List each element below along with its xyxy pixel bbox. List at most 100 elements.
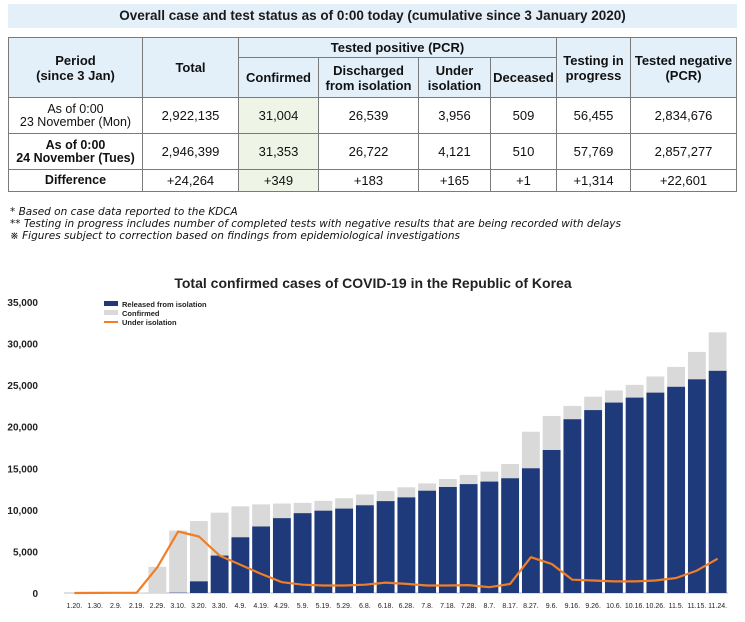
footnotes: * Based on case data reported to the KDC… xyxy=(10,206,621,242)
released-bar xyxy=(563,419,582,593)
released-bar xyxy=(687,379,706,593)
x-tick-label: 9.16. xyxy=(565,603,581,610)
chart-container: Total confirmed cases of COVID-19 in the… xyxy=(0,268,745,622)
confirmed-cell: 31,004 xyxy=(238,97,319,134)
x-tick-label: 8.17. xyxy=(502,603,518,610)
under-isolation-cell: +165 xyxy=(418,169,491,192)
table-row: As of 0:00 24 November (Tues) 2,946,399 3… xyxy=(8,133,737,170)
confirmed-cases-chart: Total confirmed cases of COVID-19 in the… xyxy=(7,275,728,610)
confirmed-cell: +349 xyxy=(238,169,319,192)
period-header: Period (since 3 Jan) xyxy=(8,37,143,98)
released-bar xyxy=(625,397,644,593)
total-cell: 2,946,399 xyxy=(142,133,239,170)
x-tick-label: 8.27. xyxy=(523,603,539,610)
y-tick-label: 15,000 xyxy=(7,464,38,475)
x-tick-label: 1.20. xyxy=(67,603,83,610)
x-tick-label: 2.29. xyxy=(150,603,166,610)
confirmed-bar xyxy=(169,530,188,593)
released-bar xyxy=(438,486,457,593)
released-bar xyxy=(480,481,499,593)
released-bar xyxy=(397,497,416,593)
legend-swatch xyxy=(104,301,118,306)
x-tick-label: 3.20. xyxy=(191,603,207,610)
negative-cell: 2,834,676 xyxy=(630,97,737,134)
under-isolation-cell: 3,956 xyxy=(418,97,491,134)
confirmed-bar xyxy=(148,566,167,593)
x-tick-label: 10.6. xyxy=(606,603,622,610)
x-tick-label: 4.9. xyxy=(235,603,247,610)
tested-negative-header: Tested negative (PCR) xyxy=(630,37,737,98)
released-bar xyxy=(521,468,540,593)
row-label: Difference xyxy=(8,169,143,192)
legend-swatch xyxy=(104,310,118,315)
released-bar xyxy=(293,513,312,593)
total-header: Total xyxy=(142,37,239,98)
released-bar xyxy=(314,510,333,593)
released-bar xyxy=(584,410,603,593)
discharged-cell: 26,722 xyxy=(318,133,419,170)
x-tick-label: 4.29. xyxy=(274,603,290,610)
testing-cell: +1,314 xyxy=(556,169,631,192)
released-bar xyxy=(335,508,354,593)
x-tick-label: 1.30. xyxy=(87,603,103,610)
x-tick-label: 2.9. xyxy=(110,603,122,610)
x-tick-label: 7.18. xyxy=(440,603,456,610)
testing-header: Testing in progress xyxy=(556,37,631,98)
y-tick-label: 30,000 xyxy=(7,340,38,351)
y-tick-label: 0 xyxy=(32,589,38,600)
released-bar xyxy=(667,386,686,593)
y-tick-label: 10,000 xyxy=(7,506,38,517)
released-bar xyxy=(376,501,395,593)
x-tick-label: 11.15. xyxy=(687,603,706,610)
deceased-cell: 509 xyxy=(490,97,557,134)
x-tick-label: 9.26. xyxy=(585,603,601,610)
released-bar xyxy=(604,402,623,593)
testing-cell: 56,455 xyxy=(556,97,631,134)
row-label: As of 0:00 23 November (Mon) xyxy=(8,97,143,134)
y-tick-label: 20,000 xyxy=(7,423,38,434)
row-label: As of 0:00 24 November (Tues) xyxy=(8,133,143,170)
released-bar xyxy=(272,518,291,593)
confirmed-bar xyxy=(189,521,208,593)
released-bar xyxy=(542,449,561,593)
discharged-cell: 26,539 xyxy=(318,97,419,134)
released-bar xyxy=(501,478,520,593)
released-bar xyxy=(252,526,271,593)
deceased-cell: +1 xyxy=(490,169,557,192)
table-title: Overall case and test status as of 0:00 … xyxy=(8,4,737,28)
released-bar xyxy=(418,490,437,593)
y-tick-label: 5,000 xyxy=(13,547,38,558)
under-isolation-header: Under isolation xyxy=(418,57,491,98)
y-tick-label: 25,000 xyxy=(7,381,38,392)
negative-cell: +22,601 xyxy=(630,169,737,192)
y-tick-label: 35,000 xyxy=(7,298,38,309)
x-tick-label: 6.18. xyxy=(378,603,394,610)
x-tick-label: 11.24. xyxy=(708,603,727,610)
x-tick-label: 5.19. xyxy=(316,603,332,610)
testing-cell: 57,769 xyxy=(556,133,631,170)
x-tick-label: 7.8. xyxy=(421,603,433,610)
x-tick-label: 5.29. xyxy=(336,603,352,610)
x-tick-label: 2.19. xyxy=(129,603,145,610)
x-tick-label: 6.28. xyxy=(399,603,415,610)
under-isolation-line xyxy=(74,530,719,595)
total-cell: 2,922,135 xyxy=(142,97,239,134)
total-cell: +24,264 xyxy=(142,169,239,192)
chart-title: Total confirmed cases of COVID-19 in the… xyxy=(174,275,571,291)
discharged-header: Discharged from isolation xyxy=(318,57,419,98)
footnote: ** Testing in progress includes number o… xyxy=(10,218,621,230)
deceased-header: Deceased xyxy=(490,57,557,98)
legend-label: Released from isolation xyxy=(122,300,207,309)
under-isolation-cell: 4,121 xyxy=(418,133,491,170)
released-bar xyxy=(646,392,665,593)
x-tick-label: 7.28. xyxy=(461,603,477,610)
released-bar xyxy=(708,370,727,593)
released-bar xyxy=(355,505,374,593)
x-tick-label: 10.16. xyxy=(625,603,645,610)
tested-positive-header: Tested positive (PCR) xyxy=(238,37,557,58)
case-status-table: Period (since 3 Jan) Total Tested positiv… xyxy=(8,37,737,192)
x-tick-label: 8.7. xyxy=(484,603,496,610)
x-tick-label: 11.5. xyxy=(669,603,684,610)
released-bar xyxy=(210,555,229,593)
negative-cell: 2,857,277 xyxy=(630,133,737,170)
